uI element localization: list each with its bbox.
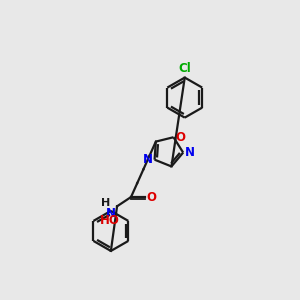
Text: N: N (143, 153, 153, 166)
Text: N: N (185, 146, 195, 159)
Text: Cl: Cl (178, 62, 191, 75)
Text: O: O (146, 191, 157, 204)
Text: H: H (101, 198, 110, 208)
Text: O: O (175, 131, 185, 144)
Text: HO: HO (99, 214, 119, 227)
Text: N: N (106, 207, 116, 220)
